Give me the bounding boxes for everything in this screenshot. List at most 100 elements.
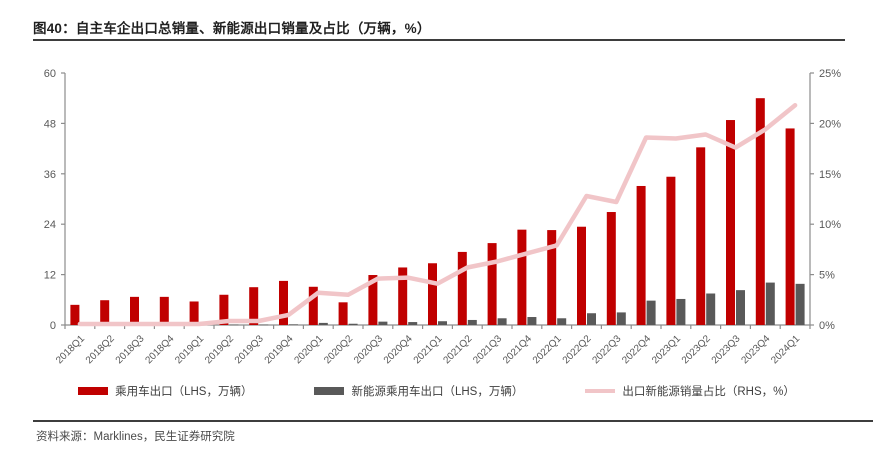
bar-0-2023Q1 (666, 176, 676, 325)
nev-share-line (77, 103, 798, 327)
svg-text:2021Q4: 2021Q4 (501, 333, 534, 366)
bar-1-2021Q4 (527, 317, 537, 325)
svg-text:2023Q3: 2023Q3 (710, 333, 743, 366)
svg-text:2022Q2: 2022Q2 (561, 333, 594, 366)
x-axis-labels: 2018Q12018Q22018Q32018Q42019Q12019Q22019… (54, 333, 802, 366)
bar-0-2023Q3 (726, 120, 735, 325)
bar-0-2019Q4 (279, 280, 288, 325)
bar-0-2018Q1 (70, 304, 80, 325)
bar-0-2021Q2 (457, 251, 467, 325)
bar-0-2019Q2 (219, 294, 229, 325)
svg-text:2020Q4: 2020Q4 (382, 333, 415, 366)
bar-1-2022Q1 (557, 318, 567, 325)
svg-text:2021Q3: 2021Q3 (471, 333, 504, 366)
bar-0-2024Q1 (785, 128, 795, 325)
bar-0-2019Q1 (189, 301, 199, 325)
legend-item-nev-share: 出口新能源销量占比（RHS，%） (585, 383, 795, 399)
bar-1-2022Q2 (587, 313, 596, 325)
bar-0-2022Q4 (636, 185, 646, 325)
bar-0-2022Q3 (606, 212, 616, 325)
legend-item-passenger-exports: 乘用车出口（LHS，万辆） (78, 383, 252, 399)
bar-0-2022Q1 (547, 230, 557, 325)
bar-0-2018Q4 (159, 296, 169, 325)
svg-text:20%: 20% (819, 118, 841, 130)
svg-text:2023Q2: 2023Q2 (680, 333, 713, 366)
bar-1-2020Q1 (318, 322, 328, 325)
svg-text:0: 0 (50, 320, 56, 332)
bar-0-2021Q1 (428, 263, 437, 325)
bar-1-2019Q3 (259, 324, 269, 326)
bar-1-2021Q3 (497, 318, 507, 325)
bar-0-2020Q4 (398, 267, 408, 325)
legend-label: 乘用车出口（LHS，万辆） (115, 386, 253, 398)
source-note: 资料来源：Marklines，民生证券研究院 (36, 431, 235, 443)
red-bar-swatch-icon (78, 387, 109, 395)
bar-0-2020Q3 (368, 275, 378, 325)
bar-0-2020Q1 (308, 286, 318, 325)
svg-text:2022Q4: 2022Q4 (620, 333, 653, 366)
legend-label: 新能源乘用车出口（LHS，万辆） (351, 386, 524, 398)
bar-1-2021Q2 (467, 319, 477, 325)
gray-bar-swatch-icon (314, 387, 345, 395)
legend-label: 出口新能源销量占比（RHS，%） (622, 386, 795, 398)
svg-text:2019Q1: 2019Q1 (173, 333, 206, 366)
bar-1-2020Q2 (348, 323, 358, 325)
svg-text:2020Q3: 2020Q3 (352, 333, 385, 366)
bar-1-2022Q4 (646, 300, 656, 325)
svg-text:2023Q4: 2023Q4 (739, 333, 772, 366)
axis-tick-labels: 0 12 24 36 48 60 0% 5% 10% 15% 20% 25% (44, 68, 841, 332)
svg-text:2024Q1: 2024Q1 (769, 333, 802, 366)
pink-line-swatch-icon (585, 389, 616, 393)
bar-0-2021Q3 (487, 243, 497, 325)
svg-text:25%: 25% (819, 68, 841, 80)
bar-1-2023Q3 (736, 290, 745, 325)
bar-0-2023Q2 (696, 147, 706, 325)
svg-text:2019Q2: 2019Q2 (203, 333, 236, 366)
footer-divider (33, 420, 873, 422)
bar-1-2019Q4 (289, 324, 298, 325)
legend-item-nev-exports: 新能源乘用车出口（LHS，万辆） (314, 383, 523, 399)
svg-text:36: 36 (44, 169, 56, 181)
bar-series-0 (70, 98, 795, 325)
svg-text:2022Q1: 2022Q1 (531, 333, 564, 366)
bar-1-2024Q1 (795, 283, 805, 325)
svg-text:2018Q1: 2018Q1 (54, 333, 87, 366)
svg-text:2021Q2: 2021Q2 (441, 333, 474, 366)
svg-text:2018Q2: 2018Q2 (84, 333, 117, 366)
bar-0-2023Q4 (755, 98, 765, 325)
svg-text:2018Q4: 2018Q4 (143, 333, 176, 366)
bar-0-2019Q3 (249, 287, 259, 325)
bar-0-2018Q3 (130, 296, 139, 325)
svg-text:0%: 0% (819, 320, 835, 332)
bar-1-2022Q3 (616, 312, 626, 325)
bar-1-2020Q4 (408, 322, 418, 325)
svg-text:2020Q1: 2020Q1 (292, 333, 325, 366)
bar-1-2023Q4 (765, 282, 775, 325)
chart-title: 图40：自主车企出口总销量、新能源出口销量及占比（万辆，%） (33, 21, 431, 36)
title-underline (33, 39, 845, 41)
svg-text:2020Q2: 2020Q2 (322, 333, 355, 366)
svg-text:24: 24 (44, 219, 56, 231)
svg-text:2022Q3: 2022Q3 (590, 333, 623, 366)
bar-series-1 (80, 282, 805, 326)
svg-text:2023Q1: 2023Q1 (650, 333, 683, 366)
svg-text:48: 48 (44, 118, 56, 130)
bar-1-2021Q1 (438, 321, 447, 325)
bar-0-2020Q2 (338, 302, 348, 325)
bar-1-2020Q3 (378, 321, 388, 325)
svg-text:2019Q4: 2019Q4 (263, 333, 296, 366)
svg-text:60: 60 (44, 68, 56, 80)
svg-text:5%: 5% (819, 270, 835, 282)
svg-text:15%: 15% (819, 169, 841, 181)
bar-1-2019Q2 (229, 324, 239, 326)
bar-1-2023Q1 (676, 298, 686, 325)
bar-0-2021Q4 (517, 229, 527, 325)
bar-0-2018Q2 (100, 300, 110, 325)
svg-text:10%: 10% (819, 219, 841, 231)
svg-text:2018Q3: 2018Q3 (114, 333, 147, 366)
chart-legend: 乘用车出口（LHS，万辆） 新能源乘用车出口（LHS，万辆） 出口新能源销量占比… (0, 383, 873, 399)
svg-text:2019Q3: 2019Q3 (233, 333, 266, 366)
svg-text:12: 12 (44, 270, 56, 282)
